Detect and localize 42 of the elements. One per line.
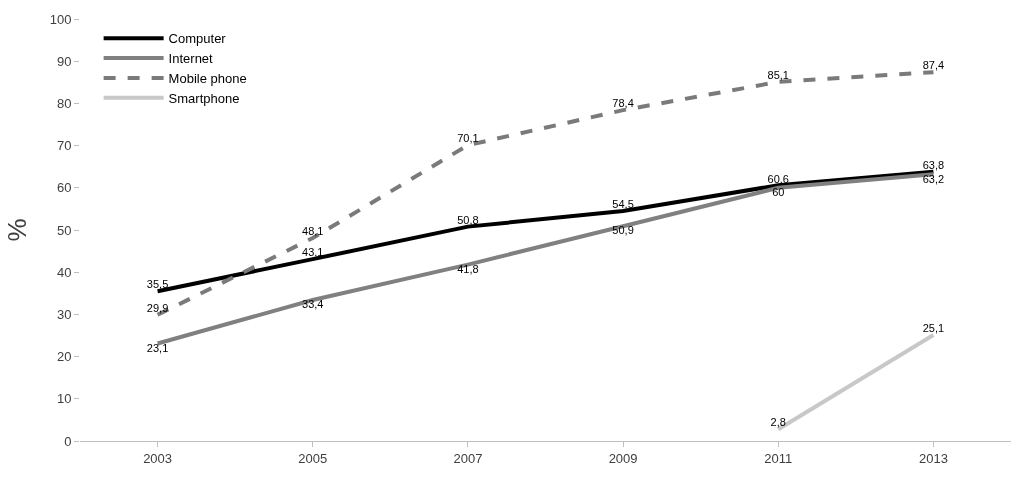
x-tick-label: 2007 bbox=[453, 450, 483, 466]
x-tick-label: 2005 bbox=[298, 450, 328, 466]
legend-label: Computer bbox=[168, 31, 227, 47]
y-tick-label: 60 bbox=[56, 180, 72, 196]
y-tick-label: 30 bbox=[56, 306, 72, 322]
data-label: 29,9 bbox=[146, 302, 169, 315]
y-tick-label: 10 bbox=[56, 391, 72, 407]
y-axis-title: % bbox=[2, 218, 33, 242]
data-label: 60 bbox=[772, 186, 785, 199]
data-label: 50,9 bbox=[612, 224, 634, 237]
data-label: 33,4 bbox=[302, 298, 324, 311]
data-label: 41,8 bbox=[457, 262, 479, 275]
data-label: 23,1 bbox=[146, 341, 169, 354]
y-tick-label: 50 bbox=[56, 222, 72, 238]
x-tick-label: 2011 bbox=[764, 450, 793, 466]
data-label: 78,4 bbox=[612, 97, 634, 110]
y-tick-label: 0 bbox=[64, 433, 72, 449]
y-tick-label: 20 bbox=[56, 349, 72, 365]
data-label: 25,1 bbox=[922, 322, 945, 335]
data-label: 48,1 bbox=[302, 225, 324, 238]
data-label: 63,2 bbox=[922, 172, 945, 185]
x-tick-label: 2003 bbox=[143, 450, 173, 466]
y-tick-label: 40 bbox=[56, 264, 72, 280]
data-label: 70,1 bbox=[457, 132, 479, 145]
data-label: 50,8 bbox=[457, 213, 479, 226]
data-label: 63,8 bbox=[922, 159, 945, 172]
data-label: 2,8 bbox=[770, 416, 786, 429]
data-label: 43,1 bbox=[302, 246, 324, 259]
y-tick-label: 80 bbox=[56, 95, 72, 111]
data-label: 60,6 bbox=[767, 172, 789, 185]
legend-label: Smartphone bbox=[168, 90, 240, 106]
legend-label: Internet bbox=[168, 51, 214, 67]
data-label: 54,5 bbox=[612, 198, 634, 211]
y-tick-label: 90 bbox=[56, 53, 72, 69]
x-tick-label: 2009 bbox=[608, 450, 638, 466]
x-tick-label: 2013 bbox=[918, 450, 948, 466]
data-label: 87,4 bbox=[922, 59, 945, 72]
data-label: 35,5 bbox=[146, 278, 169, 291]
y-tick-label: 70 bbox=[56, 138, 72, 154]
legend-label: Mobile phone bbox=[168, 71, 247, 87]
data-label: 85,1 bbox=[767, 69, 789, 82]
y-tick-label: 100 bbox=[49, 11, 72, 27]
